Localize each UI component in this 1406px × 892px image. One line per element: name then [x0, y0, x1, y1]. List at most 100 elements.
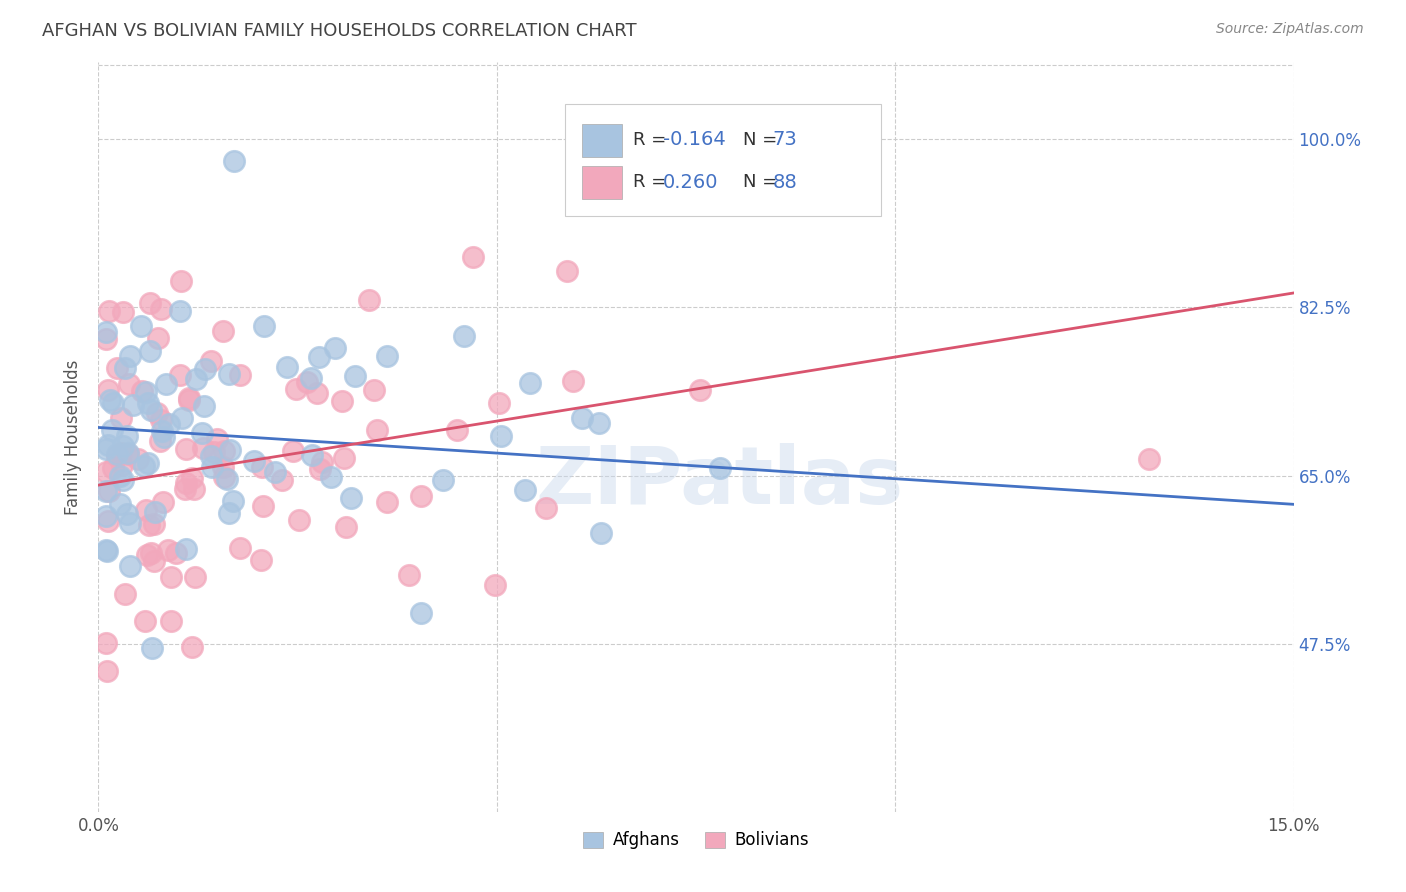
Point	[212, 444, 235, 458]
Point	[202, 444, 225, 458]
Point	[343, 368, 366, 383]
Point	[276, 359, 298, 374]
Point	[96, 664, 118, 678]
Point	[110, 446, 132, 460]
Point	[136, 456, 159, 470]
Point	[299, 371, 322, 385]
Point	[149, 434, 172, 448]
Point	[135, 384, 157, 399]
Point	[186, 372, 208, 386]
Point	[589, 526, 612, 541]
Point	[114, 361, 136, 376]
Point	[139, 296, 162, 310]
Point	[117, 428, 139, 442]
Point	[207, 432, 229, 446]
Point	[489, 429, 512, 443]
Point	[179, 391, 201, 405]
Point	[98, 303, 121, 318]
Point	[132, 458, 155, 473]
Point	[330, 394, 353, 409]
Point	[96, 636, 118, 650]
Legend: Afghans, Bolivians: Afghans, Bolivians	[576, 824, 815, 855]
Point	[183, 570, 205, 584]
Point	[211, 324, 233, 338]
Point	[118, 376, 141, 391]
Point	[142, 516, 165, 531]
Point	[169, 303, 191, 318]
Point	[155, 377, 177, 392]
Text: AFGHAN VS BOLIVIAN FAMILY HOUSEHOLDS CORRELATION CHART: AFGHAN VS BOLIVIAN FAMILY HOUSEHOLDS COR…	[42, 22, 637, 40]
Point	[100, 423, 122, 437]
Point	[107, 450, 129, 464]
Point	[135, 502, 157, 516]
Point	[160, 570, 183, 584]
Point	[409, 489, 432, 503]
Point	[243, 454, 266, 468]
Point	[138, 517, 160, 532]
Point	[115, 507, 138, 521]
Point	[159, 614, 181, 628]
Point	[340, 491, 363, 505]
Point	[333, 451, 356, 466]
Point	[200, 354, 222, 368]
Point	[165, 546, 187, 560]
Point	[141, 640, 163, 655]
Point	[134, 615, 156, 629]
Point	[177, 392, 200, 407]
Point	[108, 497, 131, 511]
Point	[120, 516, 142, 531]
Text: 88: 88	[772, 173, 797, 192]
Point	[96, 332, 118, 346]
Point	[194, 362, 217, 376]
Point	[96, 543, 118, 558]
Point	[325, 341, 347, 355]
Point	[366, 423, 388, 437]
Point	[461, 250, 484, 264]
Point	[139, 546, 162, 560]
Point	[488, 396, 510, 410]
Point	[513, 483, 536, 497]
Point	[131, 319, 153, 334]
Point	[157, 417, 180, 431]
FancyBboxPatch shape	[582, 166, 621, 199]
Point	[229, 368, 252, 382]
Point	[111, 473, 134, 487]
Point	[96, 544, 118, 558]
Point	[375, 349, 398, 363]
Point	[411, 607, 433, 621]
Point	[311, 455, 333, 469]
Point	[287, 513, 309, 527]
Point	[97, 383, 120, 397]
Point	[307, 386, 329, 401]
Point	[101, 460, 124, 475]
Point	[96, 484, 118, 499]
Point	[150, 301, 173, 316]
Text: -0.164: -0.164	[662, 130, 725, 149]
Point	[200, 449, 222, 463]
Point	[96, 465, 118, 479]
Point	[170, 274, 193, 288]
Point	[174, 476, 197, 491]
Text: 0.260: 0.260	[662, 173, 718, 192]
Text: R =: R =	[633, 130, 672, 149]
Point	[224, 153, 246, 168]
Point	[156, 542, 179, 557]
Text: N =: N =	[742, 130, 783, 149]
Point	[97, 438, 120, 452]
Point	[105, 447, 128, 461]
Text: 73: 73	[772, 130, 797, 149]
Text: ZIPatlas: ZIPatlas	[536, 443, 904, 521]
Point	[709, 461, 731, 475]
Point	[534, 501, 557, 516]
Point	[335, 520, 357, 534]
Point	[180, 470, 202, 484]
Point	[136, 396, 159, 410]
Point	[271, 473, 294, 487]
Point	[218, 368, 240, 382]
Point	[135, 548, 157, 562]
Point	[110, 410, 132, 425]
Point	[221, 493, 243, 508]
Point	[150, 413, 173, 427]
Point	[453, 329, 475, 343]
Point	[191, 425, 214, 440]
